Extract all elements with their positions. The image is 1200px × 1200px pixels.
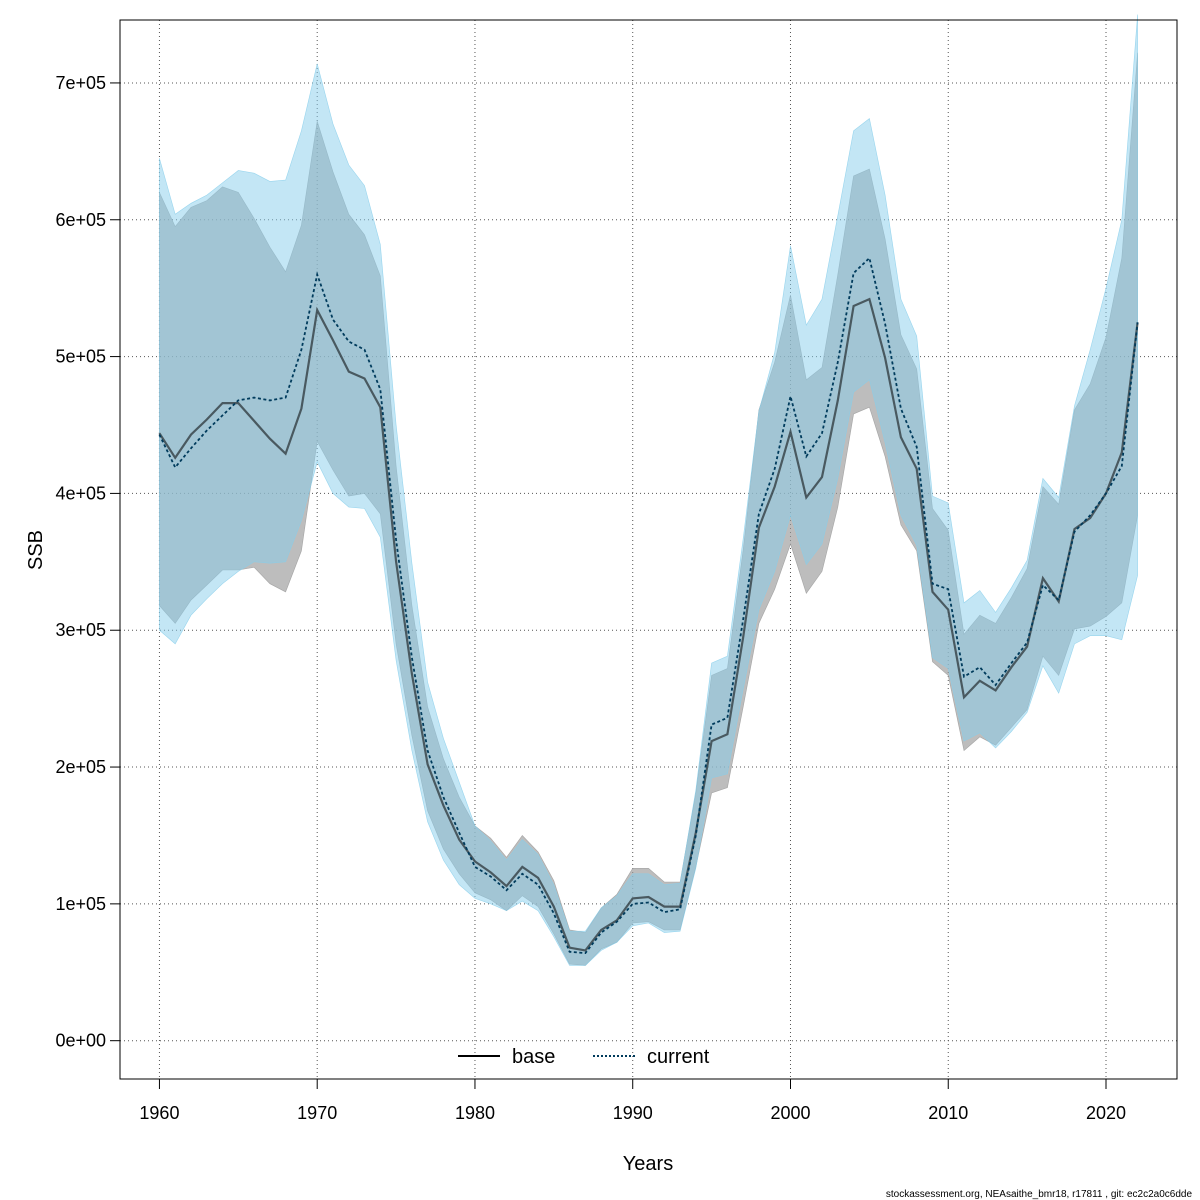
- legend: base current: [458, 1046, 710, 1068]
- y-tick-label: 6e+05: [55, 210, 106, 230]
- y-tick-label: 2e+05: [55, 757, 106, 777]
- y-axis-title: SSB: [25, 530, 47, 570]
- y-tick-label: 0e+00: [55, 1031, 106, 1051]
- y-tick-label: 3e+05: [55, 620, 106, 640]
- x-tick-label: 1970: [297, 1103, 337, 1123]
- x-axis-title: Years: [623, 1153, 673, 1175]
- y-tick-label: 7e+05: [55, 73, 106, 93]
- x-axis: 1960 1970 1980 1990 2000 2010 2020: [139, 1078, 1126, 1123]
- x-tick-label: 1980: [455, 1103, 495, 1123]
- confidence-band-current: [159, 14, 1138, 966]
- confidence-bands: [159, 14, 1138, 966]
- x-tick-label: 1960: [139, 1103, 179, 1123]
- y-tick-label: 1e+05: [55, 894, 106, 914]
- series-lines: [158, 256, 1139, 955]
- series-line-base: [158, 297, 1139, 952]
- y-axis: 0e+00 1e+05 2e+05 3e+05 4e+05 5e+05 6e+05 7e+05: [55, 73, 121, 1051]
- gridlines: [120, 20, 1177, 1079]
- legend-label-current: current: [647, 1046, 710, 1068]
- x-tick-label: 1990: [613, 1103, 653, 1123]
- legend-label-base: base: [512, 1046, 555, 1068]
- y-tick-label: 4e+05: [55, 483, 106, 503]
- x-tick-label: 2000: [770, 1103, 810, 1123]
- series-line-current: [158, 256, 1139, 955]
- x-tick-label: 2020: [1086, 1103, 1126, 1123]
- footnote: stockassessment.org, NEAsaithe_bmr18, r1…: [886, 1189, 1193, 1200]
- y-tick-label: 5e+05: [55, 347, 106, 367]
- x-tick-label: 2010: [928, 1103, 968, 1123]
